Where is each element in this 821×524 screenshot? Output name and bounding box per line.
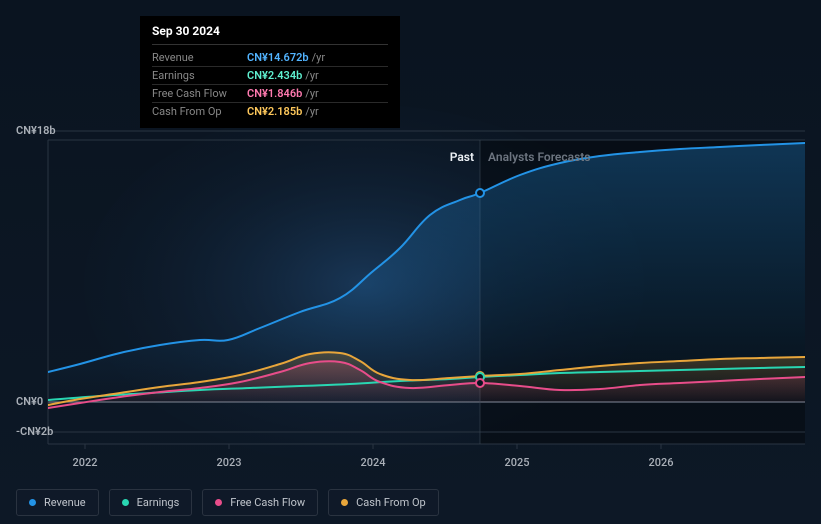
tooltip-row-label: Cash From Op [152,105,247,118]
legend-label: Revenue [44,496,86,509]
tooltip-row: Cash From OpCN¥2.185b/yr [152,103,388,120]
chart-legend: Revenue Earnings Free Cash Flow Cash From O… [16,489,439,516]
y-tick-label: CN¥0 [16,395,43,408]
x-tick-label: 2022 [72,456,97,469]
tooltip-row-value: CN¥2.434b [247,69,302,82]
tooltip-title: Sep 30 2024 [152,24,388,45]
tooltip-row-value: CN¥1.846b [247,87,302,100]
chart-svg [0,0,821,524]
chart-container: CN¥18b CN¥0 -CN¥2b 2022 2023 2024 2025 2026 Pa… [0,0,821,524]
forecast-section-label: Analysts Forecasts [488,150,590,164]
legend-label: Earnings [137,496,180,509]
past-section-label: Past [450,150,474,164]
legend-item-revenue[interactable]: Revenue [16,489,99,516]
tooltip-row-unit: /yr [312,51,325,64]
legend-item-cfo[interactable]: Cash From Op [328,489,439,516]
legend-dot-icon [122,499,129,506]
tooltip-row: RevenueCN¥14.672b/yr [152,49,388,67]
chart-tooltip: Sep 30 2024 RevenueCN¥14.672b/yrEarnings… [140,16,400,128]
tooltip-row-label: Revenue [152,51,247,64]
tooltip-row-value: CN¥2.185b [247,105,302,118]
legend-dot-icon [29,499,36,506]
tooltip-row-value: CN¥14.672b [247,51,309,64]
x-tick-label: 2024 [360,456,385,469]
tooltip-row-unit: /yr [305,105,318,118]
tooltip-row-unit: /yr [305,69,318,82]
legend-label: Cash From Op [356,496,426,509]
marker-revenue [476,189,484,197]
tooltip-row-label: Earnings [152,69,247,82]
y-tick-label: CN¥18b [16,124,56,137]
tooltip-row-label: Free Cash Flow [152,87,247,100]
tooltip-row-unit: /yr [305,87,318,100]
legend-dot-icon [215,499,222,506]
tooltip-row: EarningsCN¥2.434b/yr [152,67,388,85]
legend-item-fcf[interactable]: Free Cash Flow [202,489,318,516]
legend-label: Free Cash Flow [230,496,305,509]
marker-fcf [476,379,484,387]
x-tick-label: 2025 [504,456,529,469]
y-tick-label: -CN¥2b [16,425,53,438]
x-tick-label: 2023 [216,456,241,469]
tooltip-row: Free Cash FlowCN¥1.846b/yr [152,85,388,103]
legend-dot-icon [341,499,348,506]
legend-item-earnings[interactable]: Earnings [109,489,193,516]
x-tick-label: 2026 [648,456,673,469]
